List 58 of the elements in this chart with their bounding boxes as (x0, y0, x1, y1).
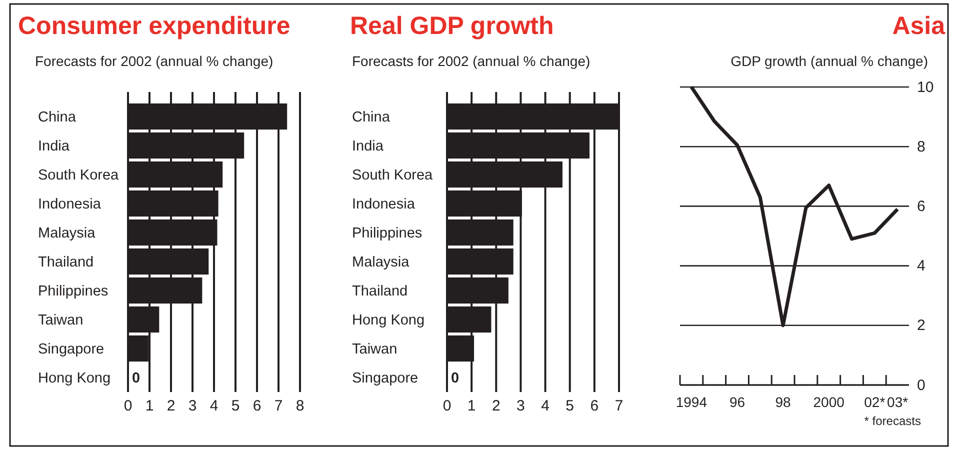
y-tick-label: India (38, 138, 70, 155)
chart-subtitle: GDP growth (annual % change) (730, 53, 928, 69)
data-label: 0 (451, 370, 460, 387)
y-tick-label: Thailand (352, 284, 408, 300)
y-tick-label: South Korea (38, 168, 120, 184)
y-tick-label: Thailand (38, 254, 94, 271)
y-tick-label: Indonesia (352, 196, 416, 213)
y-tick-label: 0 (917, 376, 926, 394)
y-tick-label: Singapore (38, 342, 104, 358)
x-tick-label: 7 (614, 398, 624, 415)
x-tick-label: 2 (492, 398, 500, 415)
x-tick-label: 5 (231, 398, 240, 415)
y-tick-label: Taiwan (38, 312, 84, 329)
x-tick-label: 2 (166, 398, 176, 415)
x-tick-label: 03* (887, 394, 909, 410)
y-tick-label: 10 (917, 78, 934, 96)
y-tick-label: Philippines (38, 284, 108, 300)
x-tick-label: 96 (729, 394, 746, 410)
x-tick-label: 7 (274, 398, 283, 415)
y-tick-label: Malaysia (352, 254, 410, 271)
y-tick-label: China (38, 110, 77, 126)
x-tick-label: 0 (442, 398, 452, 415)
y-tick-label: China (352, 110, 391, 126)
x-tick-label: 1 (145, 398, 154, 415)
x-tick-label: 2000 (813, 394, 845, 410)
y-tick-label: 8 (917, 138, 926, 156)
x-tick-label: 1994 (676, 394, 708, 410)
x-tick-label: 8 (296, 398, 304, 415)
x-tick-label: 0 (124, 398, 132, 415)
y-tick-label: South Korea (352, 168, 434, 184)
x-tick-label: 6 (252, 398, 262, 415)
data-label: 0 (132, 370, 140, 387)
y-tick-label: Malaysia (38, 226, 96, 242)
y-tick-label: Indonesia (38, 196, 102, 213)
y-tick-label: 6 (917, 198, 926, 215)
x-tick-label: 98 (775, 394, 792, 410)
x-tick-label: 02* (864, 394, 886, 410)
x-tick-label: 1 (467, 398, 476, 415)
chart-subtitle: Forecasts for 2002 (annual % change) (35, 53, 274, 69)
x-tick-label: 6 (590, 398, 599, 415)
y-tick-label: Singapore (352, 370, 418, 387)
x-tick-label: 4 (541, 398, 550, 415)
y-tick-label: Hong Kong (352, 312, 425, 329)
y-tick-label: Philippines (352, 226, 422, 242)
x-tick-label: 5 (566, 398, 574, 415)
text: * forecasts (864, 414, 921, 428)
y-tick-label: Taiwan (352, 342, 398, 358)
y-tick-label: Hong Kong (38, 370, 111, 387)
chart-title: Real GDP growth (350, 12, 554, 40)
chart-subtitle: Forecasts for 2002 (annual % change) (352, 53, 590, 69)
chart-title: Asia (892, 12, 946, 40)
x-tick-label: 3 (516, 398, 525, 415)
chart-title: Consumer expenditure (18, 12, 290, 40)
x-tick-label: 4 (210, 398, 218, 415)
y-tick-label: 4 (917, 258, 926, 275)
y-tick-label: India (352, 138, 384, 155)
y-tick-label: 2 (917, 317, 926, 334)
x-tick-label: 3 (188, 398, 197, 415)
